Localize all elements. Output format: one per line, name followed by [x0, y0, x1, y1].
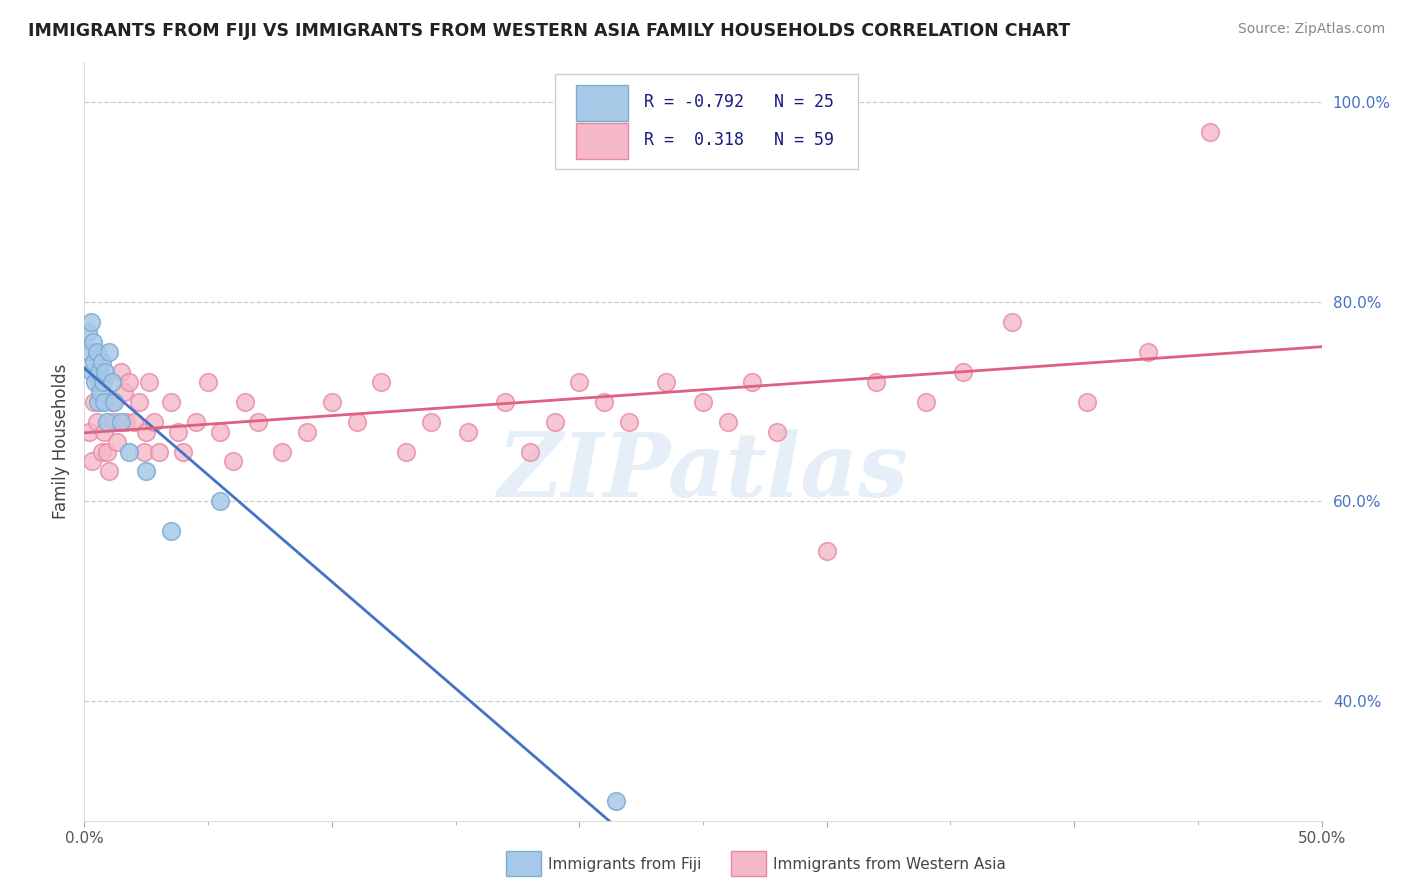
- Text: R = -0.792   N = 25: R = -0.792 N = 25: [644, 93, 834, 111]
- Point: [1001, 315, 1024, 329]
- Point: [94, 365, 117, 379]
- Point: [135, 425, 157, 439]
- Point: [122, 415, 145, 429]
- Point: [167, 425, 190, 439]
- Point: [103, 415, 125, 429]
- Point: [87, 394, 110, 409]
- Point: [952, 365, 974, 379]
- Point: [90, 444, 112, 458]
- Point: [295, 425, 318, 439]
- Point: [89, 375, 111, 389]
- FancyBboxPatch shape: [575, 123, 627, 160]
- Point: [118, 444, 141, 458]
- Point: [346, 415, 368, 429]
- Point: [89, 365, 111, 379]
- Point: [110, 415, 132, 429]
- Point: [83, 355, 105, 369]
- Point: [93, 425, 115, 439]
- Point: [395, 444, 418, 458]
- Text: Immigrants from Fiji: Immigrants from Fiji: [548, 857, 702, 871]
- Point: [197, 375, 219, 389]
- Point: [135, 465, 157, 479]
- Point: [593, 394, 616, 409]
- Point: [617, 415, 640, 429]
- Point: [105, 434, 128, 449]
- Point: [77, 325, 100, 339]
- Text: R =  0.318   N = 59: R = 0.318 N = 59: [644, 131, 834, 149]
- Text: IMMIGRANTS FROM FIJI VS IMMIGRANTS FROM WESTERN ASIA FAMILY HOUSEHOLDS CORRELATI: IMMIGRANTS FROM FIJI VS IMMIGRANTS FROM …: [28, 22, 1070, 40]
- Point: [370, 375, 392, 389]
- Point: [80, 365, 103, 379]
- Point: [83, 394, 105, 409]
- Point: [246, 415, 269, 429]
- Point: [110, 365, 132, 379]
- Point: [1076, 394, 1098, 409]
- Point: [741, 375, 763, 389]
- Point: [86, 415, 108, 429]
- Point: [815, 544, 838, 558]
- Point: [419, 415, 441, 429]
- Point: [96, 444, 118, 458]
- Point: [543, 415, 565, 429]
- Point: [100, 375, 122, 389]
- Point: [90, 355, 112, 369]
- Point: [519, 444, 541, 458]
- Point: [914, 394, 936, 409]
- Point: [209, 494, 232, 508]
- Point: [1199, 125, 1222, 139]
- Text: ZIPatlas: ZIPatlas: [498, 429, 908, 515]
- FancyBboxPatch shape: [554, 74, 858, 169]
- Point: [84, 375, 107, 389]
- Point: [766, 425, 789, 439]
- Point: [457, 425, 479, 439]
- Text: Source: ZipAtlas.com: Source: ZipAtlas.com: [1237, 22, 1385, 37]
- Point: [865, 375, 887, 389]
- Point: [321, 394, 343, 409]
- Point: [79, 315, 101, 329]
- Point: [271, 444, 294, 458]
- Y-axis label: Family Households: Family Households: [52, 364, 70, 519]
- FancyBboxPatch shape: [575, 85, 627, 121]
- Point: [79, 425, 101, 439]
- Point: [86, 344, 108, 359]
- Point: [494, 394, 516, 409]
- Point: [80, 454, 103, 468]
- Point: [692, 394, 714, 409]
- Point: [605, 794, 627, 808]
- Point: [98, 344, 121, 359]
- Point: [98, 465, 121, 479]
- Point: [93, 394, 115, 409]
- Point: [160, 394, 183, 409]
- Point: [79, 344, 101, 359]
- Text: Immigrants from Western Asia: Immigrants from Western Asia: [773, 857, 1007, 871]
- Point: [717, 415, 740, 429]
- Point: [655, 375, 678, 389]
- Point: [82, 334, 104, 349]
- Point: [96, 415, 118, 429]
- Point: [172, 444, 194, 458]
- Point: [568, 375, 591, 389]
- Point: [128, 394, 150, 409]
- Point: [89, 384, 111, 399]
- Point: [142, 415, 165, 429]
- Point: [233, 394, 256, 409]
- Point: [91, 375, 114, 389]
- Point: [118, 375, 141, 389]
- Point: [115, 415, 138, 429]
- Point: [222, 454, 245, 468]
- Point: [209, 425, 232, 439]
- Point: [112, 384, 135, 399]
- Point: [100, 394, 122, 409]
- Point: [148, 444, 170, 458]
- Point: [103, 394, 125, 409]
- Point: [184, 415, 207, 429]
- Point: [160, 524, 183, 539]
- Point: [1137, 344, 1160, 359]
- Point: [132, 444, 155, 458]
- Point: [138, 375, 160, 389]
